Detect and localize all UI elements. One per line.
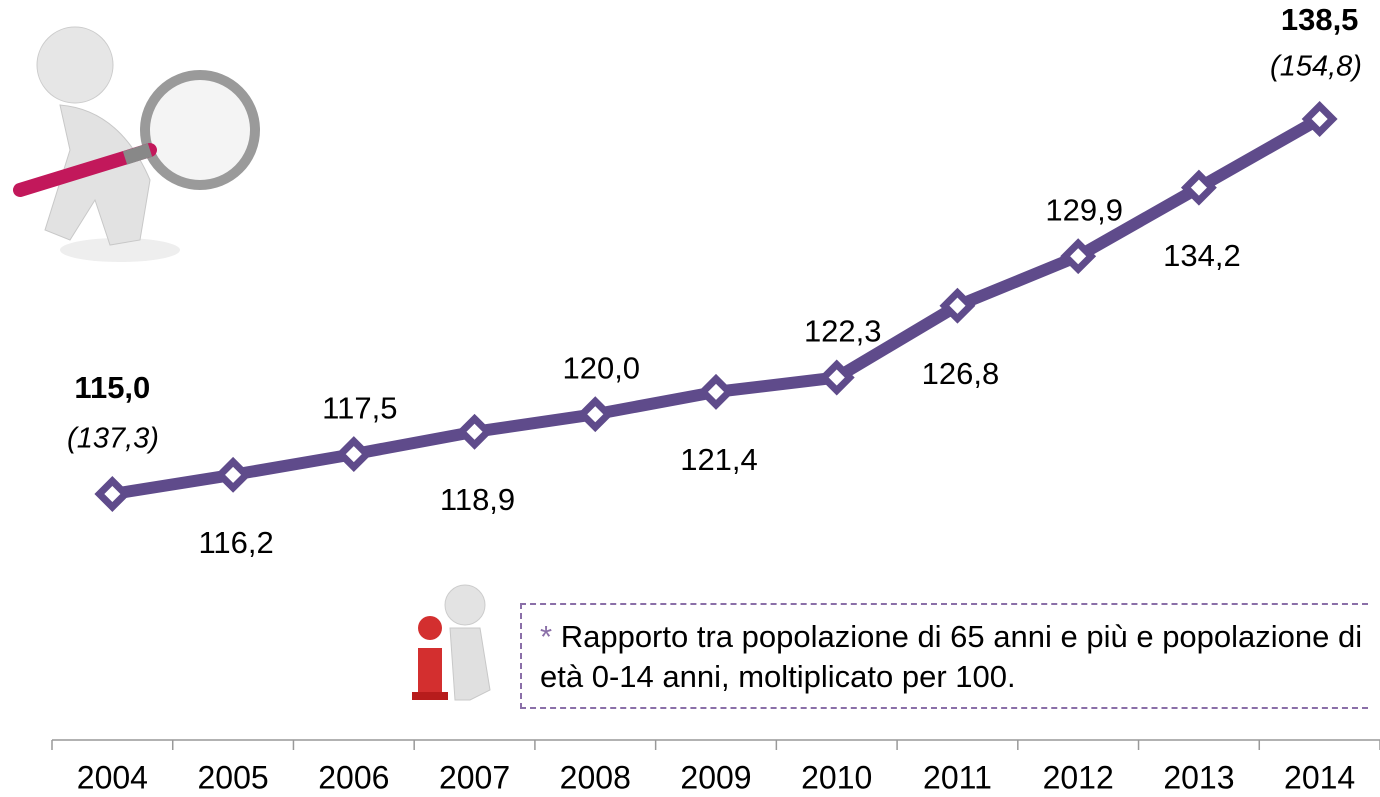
illustration-magnifier <box>20 27 255 262</box>
footnote-marker: * <box>540 619 552 654</box>
data-marker <box>99 481 125 507</box>
data-marker <box>462 419 488 445</box>
x-tick-label: 2004 <box>77 759 148 795</box>
x-tick-label: 2014 <box>1284 759 1355 795</box>
value-label: 129,9 <box>1045 192 1123 227</box>
value-label: 116,2 <box>198 525 273 560</box>
value-label: 138,5 <box>1281 2 1359 37</box>
x-tick-label: 2005 <box>197 759 268 795</box>
value-label: 117,5 <box>322 390 397 425</box>
data-marker <box>341 441 367 467</box>
value-label: 118,9 <box>440 482 515 517</box>
footnote: * Rapporto tra popolazione di 65 anni e … <box>520 603 1368 709</box>
value-label: 122,3 <box>804 314 882 349</box>
data-marker <box>220 462 246 488</box>
x-tick-label: 2011 <box>923 759 992 795</box>
value-label: 126,8 <box>922 356 1000 391</box>
annotation: (154,8) <box>1270 51 1362 83</box>
value-label: 134,2 <box>1163 238 1241 273</box>
x-tick-label: 2008 <box>560 759 631 795</box>
annotation: (137,3) <box>67 423 159 455</box>
x-tick-label: 2006 <box>318 759 389 795</box>
x-tick-label: 2013 <box>1163 759 1234 795</box>
x-tick-label: 2009 <box>680 759 751 795</box>
x-tick-label: 2007 <box>439 759 510 795</box>
x-tick-label: 2010 <box>801 759 872 795</box>
data-line <box>112 119 1319 494</box>
page: {"chart_data": {"type": "line", "categor… <box>0 0 1380 797</box>
data-marker <box>703 379 729 405</box>
value-label: 115,0 <box>74 370 150 405</box>
data-marker <box>582 401 608 427</box>
value-label: 120,0 <box>562 350 640 385</box>
footnote-text: Rapporto tra popolazione di 65 anni e pi… <box>540 619 1362 694</box>
illustration-info <box>412 585 490 700</box>
x-tick-label: 2012 <box>1043 759 1114 795</box>
value-label: 121,4 <box>680 442 758 477</box>
